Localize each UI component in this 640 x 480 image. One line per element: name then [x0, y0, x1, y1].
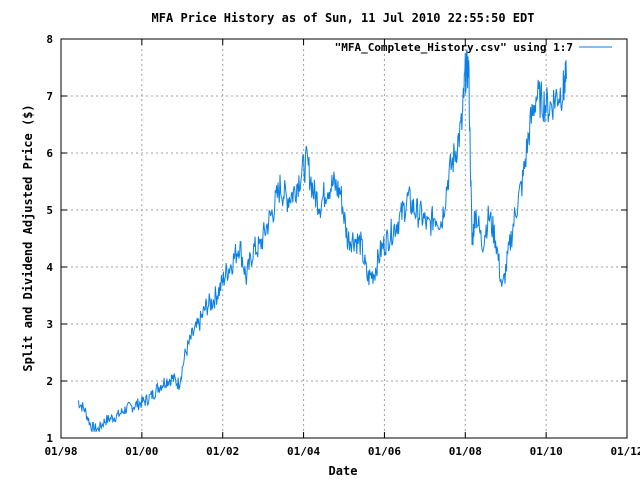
legend: "MFA_Complete_History.csv" using 1:7 [335, 41, 612, 54]
y-tick-label: 1 [46, 432, 53, 445]
x-tick-label: 01/04 [287, 445, 320, 458]
x-tick-label: 01/06 [368, 445, 401, 458]
y-tick-label: 2 [46, 375, 53, 388]
series-layer [77, 49, 567, 433]
y-tick-label: 3 [46, 318, 53, 331]
y-tick-label: 7 [46, 90, 53, 103]
axis-ticks: 01/98 01/00 01/02 01/04 01/06 01/08 01/10 01/12… [44, 33, 640, 458]
x-tick-label: 01/02 [206, 445, 239, 458]
y-tick-label: 8 [46, 33, 53, 46]
y-axis-label: Split and Dividend Adjusted Price ($) [21, 104, 35, 371]
price-series-line [77, 49, 567, 433]
y-tick-label: 4 [46, 261, 53, 274]
x-tick-label: 01/12 [610, 445, 640, 458]
x-tick-label: 01/08 [449, 445, 482, 458]
x-tick-label: 01/00 [125, 445, 158, 458]
x-tick-label: 01/98 [44, 445, 77, 458]
x-axis-label: Date [329, 464, 358, 478]
x-tick-label: 01/10 [530, 445, 563, 458]
legend-series-label: "MFA_Complete_History.csv" using 1:7 [335, 41, 573, 54]
y-tick-label: 5 [46, 204, 53, 217]
chart-title: MFA Price History as of Sun, 11 Jul 2010… [152, 11, 535, 25]
y-tick-label: 6 [46, 147, 53, 160]
plot-frame [60, 38, 628, 439]
